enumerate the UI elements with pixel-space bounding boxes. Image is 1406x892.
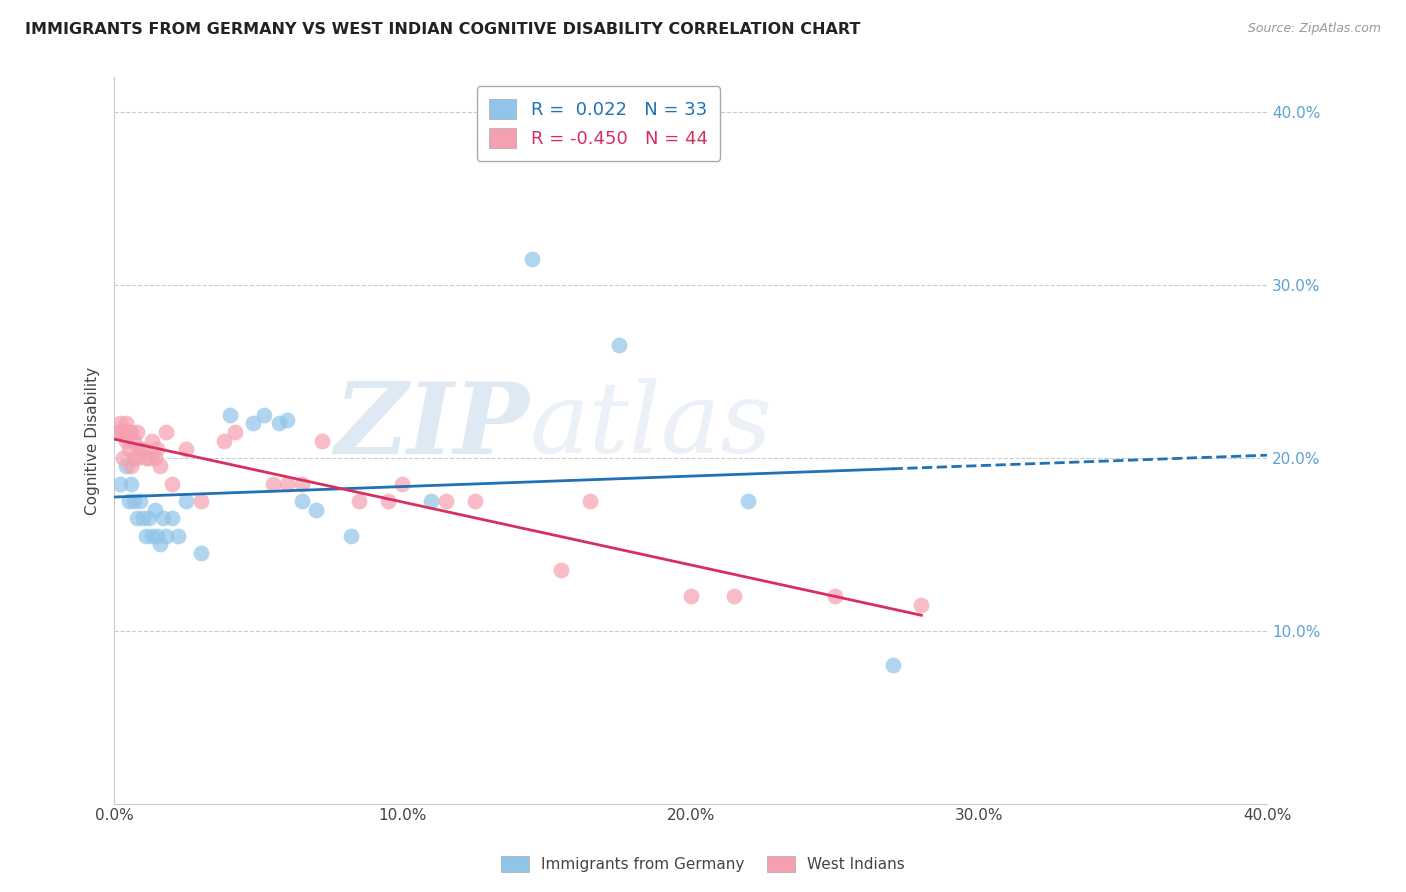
Point (311, 434, 333, 448)
Point (149, 459, 172, 474)
Point (391, 476, 413, 491)
Point (155, 425, 177, 439)
Point (135, 528, 157, 542)
Point (174, 442, 197, 457)
Point (737, 494, 759, 508)
Point (143, 450, 166, 465)
Point (124, 434, 146, 448)
Point (111, 450, 134, 465)
Point (190, 494, 212, 508)
Point (121, 459, 143, 474)
Point (253, 408, 276, 422)
Point (290, 494, 312, 508)
Point (420, 494, 443, 508)
Text: atlas: atlas (529, 378, 772, 474)
Point (579, 494, 602, 508)
Point (129, 494, 152, 508)
Point (434, 494, 457, 508)
Point (155, 528, 177, 542)
Point (127, 511, 149, 525)
Point (129, 442, 152, 457)
Point (276, 413, 298, 427)
Point (121, 476, 143, 491)
Point (218, 408, 240, 422)
Point (141, 434, 163, 448)
Point (550, 563, 572, 577)
Legend: R =  0.022   N = 33, R = -0.450   N = 44: R = 0.022 N = 33, R = -0.450 N = 44 (477, 87, 720, 161)
Point (212, 434, 235, 448)
Point (117, 494, 139, 508)
Point (108, 416, 131, 430)
Point (132, 442, 155, 457)
Point (138, 450, 160, 465)
Point (190, 546, 212, 560)
Point (124, 494, 146, 508)
Point (290, 476, 312, 491)
Point (143, 502, 166, 516)
Point (146, 442, 169, 457)
Point (105, 425, 128, 439)
Point (132, 511, 155, 525)
Point (339, 528, 361, 542)
Point (882, 658, 904, 673)
Legend: Immigrants from Germany, West Indians: Immigrants from Germany, West Indians (494, 848, 912, 880)
Point (114, 434, 136, 448)
Point (910, 598, 932, 612)
Point (174, 494, 197, 508)
Point (141, 528, 163, 542)
Point (267, 416, 290, 430)
Point (305, 502, 328, 516)
Point (377, 494, 399, 508)
Point (160, 511, 183, 525)
Text: ZIP: ZIP (335, 377, 529, 475)
Point (723, 589, 745, 603)
Point (121, 425, 143, 439)
Point (117, 442, 139, 457)
Point (111, 425, 134, 439)
Point (124, 450, 146, 465)
Point (464, 494, 486, 508)
Point (607, 338, 630, 352)
Point (152, 511, 174, 525)
Point (146, 528, 169, 542)
Point (522, 252, 544, 266)
Point (166, 528, 188, 542)
Point (679, 589, 702, 603)
Point (117, 425, 139, 439)
Point (149, 537, 172, 551)
Text: Source: ZipAtlas.com: Source: ZipAtlas.com (1247, 22, 1381, 36)
Point (349, 494, 371, 508)
Point (135, 450, 157, 465)
Y-axis label: Cognitive Disability: Cognitive Disability (86, 367, 100, 515)
Point (114, 459, 136, 474)
Point (108, 425, 131, 439)
Point (127, 450, 149, 465)
Point (242, 416, 264, 430)
Text: IMMIGRANTS FROM GERMANY VS WEST INDIAN COGNITIVE DISABILITY CORRELATION CHART: IMMIGRANTS FROM GERMANY VS WEST INDIAN C… (25, 22, 860, 37)
Point (262, 476, 284, 491)
Point (138, 511, 160, 525)
Point (276, 476, 298, 491)
Point (114, 416, 136, 430)
Point (160, 476, 183, 491)
Point (224, 425, 246, 439)
Point (824, 589, 846, 603)
Point (108, 476, 131, 491)
Point (127, 425, 149, 439)
